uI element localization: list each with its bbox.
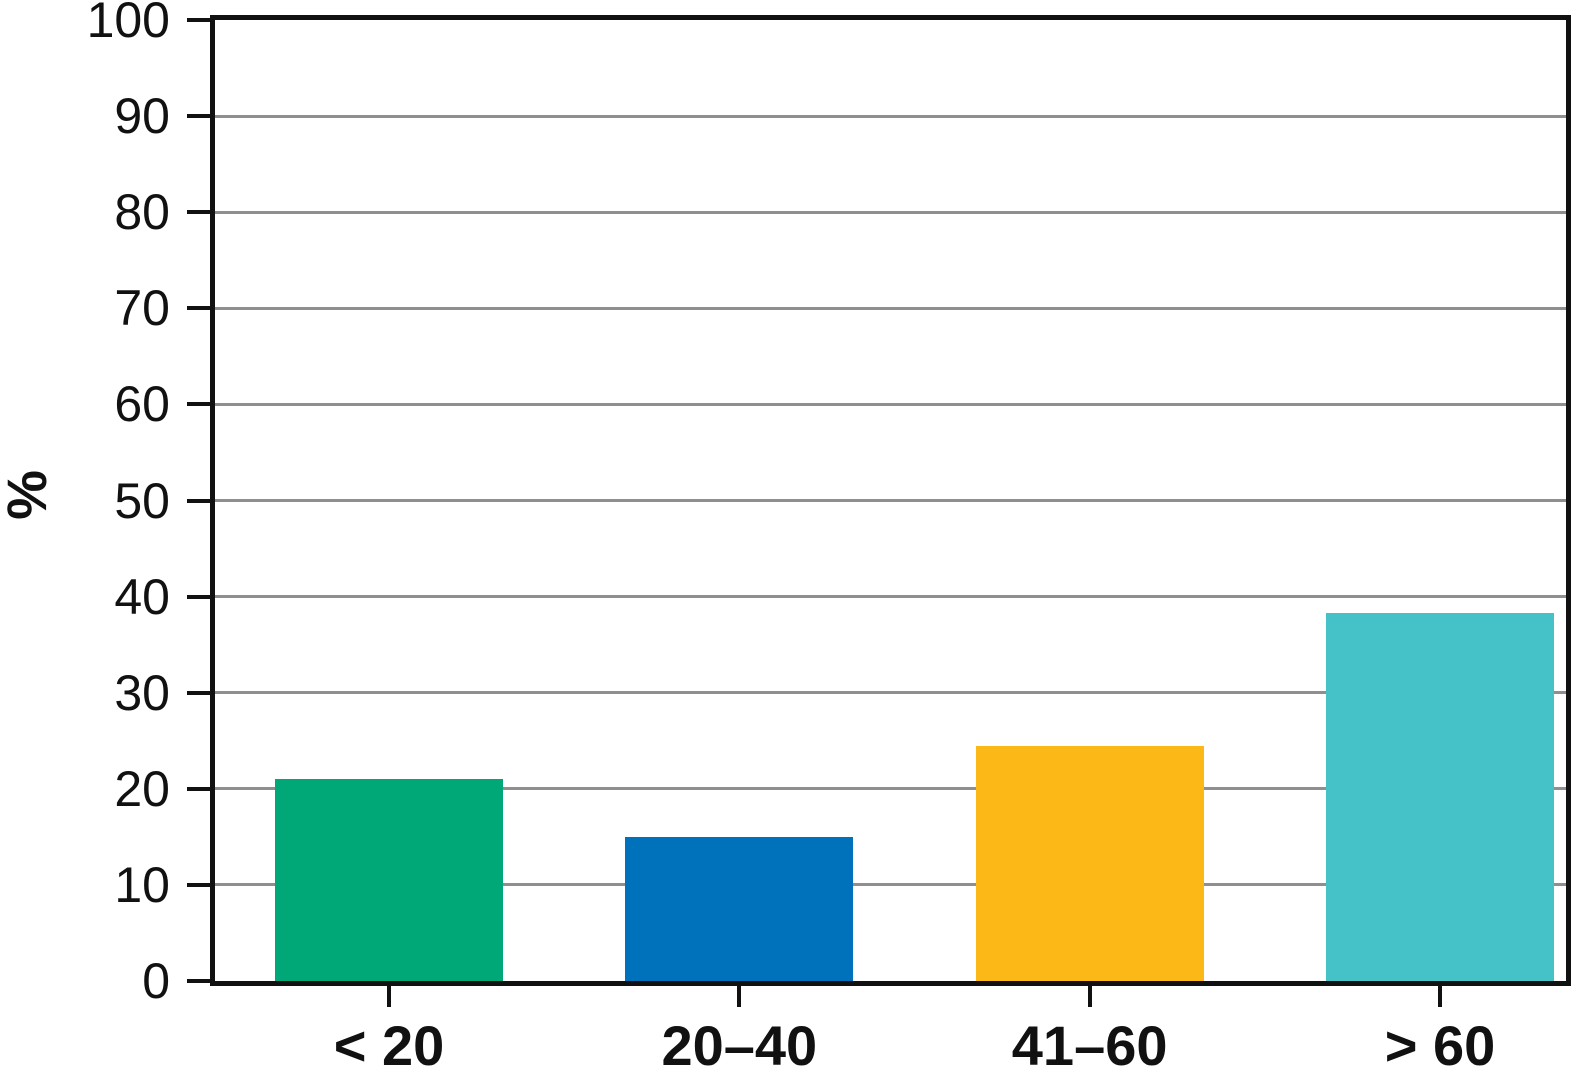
y-tick-mark: [187, 786, 210, 791]
gridline: [215, 691, 1566, 695]
gridline: [215, 883, 1566, 887]
bar: [275, 779, 503, 981]
x-tick-mark: [387, 986, 391, 1007]
x-tick-label: > 60: [1384, 1014, 1496, 1076]
y-tick-mark: [187, 402, 210, 407]
gridline: [215, 787, 1566, 791]
bar: [975, 745, 1204, 981]
x-tick-mark: [737, 986, 742, 1007]
y-tick-label: 30: [114, 664, 170, 721]
y-tick-label: 40: [114, 568, 170, 625]
y-tick-mark: [187, 594, 210, 599]
y-tick-mark: [187, 18, 210, 22]
gridline: [215, 114, 1566, 118]
y-tick-label: 90: [114, 88, 170, 145]
gridline: [215, 499, 1566, 502]
y-tick-mark: [187, 690, 210, 695]
gridline: [215, 595, 1566, 599]
x-tick-label: 41–60: [1011, 1014, 1168, 1076]
y-tick-mark: [187, 882, 210, 887]
y-tick-label: 0: [142, 953, 170, 1009]
y-tick-label: 60: [114, 376, 170, 433]
x-tick-mark: [1087, 986, 1092, 1007]
plot-area: [210, 15, 1571, 986]
y-tick-mark: [187, 114, 210, 119]
gridline: [215, 210, 1566, 214]
x-tick-label: < 20: [333, 1014, 445, 1076]
x-tick-label: 20–40: [661, 1014, 818, 1076]
bar: [1325, 612, 1554, 981]
y-tick-mark: [187, 210, 210, 215]
y-tick-label: 70: [114, 280, 170, 337]
y-tick-mark: [187, 498, 210, 503]
y-tick-mark: [187, 979, 210, 983]
y-tick-mark: [187, 306, 210, 311]
gridline: [215, 402, 1566, 406]
y-tick-label: 100: [86, 0, 170, 48]
bar: [625, 836, 854, 981]
gridline: [215, 306, 1566, 310]
y-tick-label: 80: [114, 184, 170, 241]
y-tick-label: 20: [114, 760, 170, 817]
x-tick-mark: [1437, 986, 1442, 1007]
y-tick-label: 50: [114, 472, 170, 529]
y-tick-label: 10: [114, 856, 170, 913]
